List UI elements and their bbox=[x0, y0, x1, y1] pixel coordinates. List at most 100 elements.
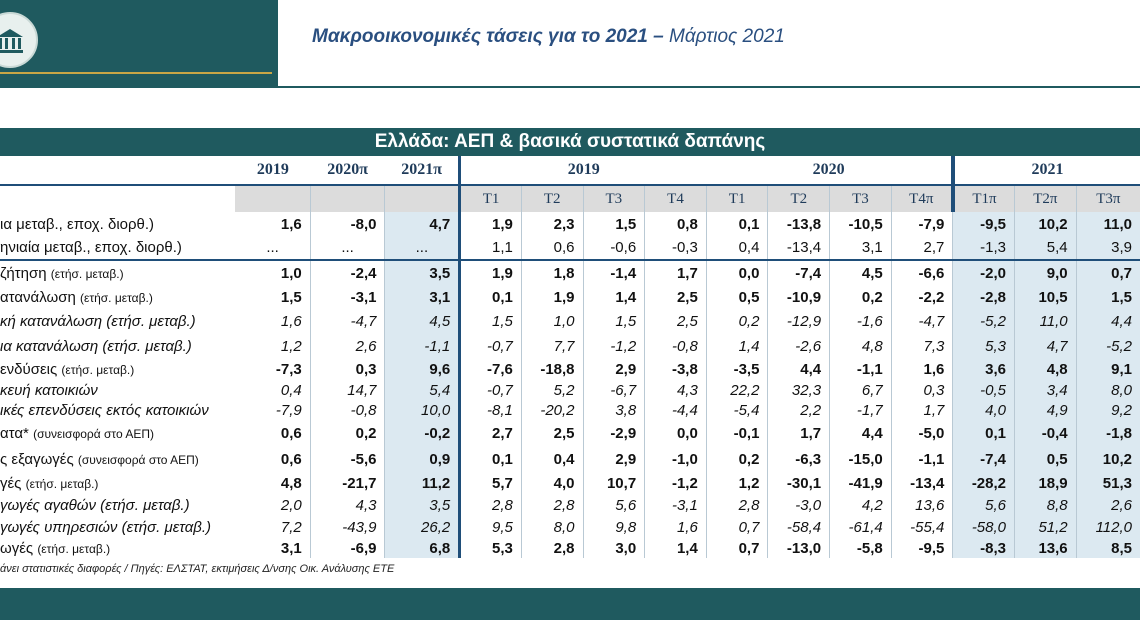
annual-value: 4,8 bbox=[280, 474, 302, 492]
annual-value: ... bbox=[309, 236, 385, 260]
quarter-value: 0,0 bbox=[705, 259, 768, 286]
gdp-table: Ελλάδα: ΑΕΠ & βασικά συστατικά δαπάνης 2… bbox=[0, 128, 1140, 580]
quarter-value: 4,3 bbox=[644, 380, 707, 400]
row-label: κευή κατοικιών bbox=[0, 380, 235, 400]
quarter-value: -2,8 bbox=[952, 286, 1015, 308]
annual-value: 9,6 bbox=[384, 358, 460, 380]
row-label-text: κευή κατοικιών bbox=[0, 381, 98, 399]
quarter-value: -58,4 bbox=[767, 516, 830, 538]
annual-header: 2021π bbox=[384, 156, 460, 186]
quarter-value: 1,7 bbox=[767, 420, 830, 446]
annual-subheader bbox=[309, 185, 385, 212]
quarter-value: 1,0 bbox=[520, 308, 584, 334]
quarter-value: -2,6 bbox=[767, 334, 830, 358]
quarter-value: 2,6 bbox=[1075, 494, 1140, 516]
quarter-value: -9,5 bbox=[952, 212, 1015, 236]
annual-value: 7,2 bbox=[280, 518, 302, 536]
quarter-value: 4,4 bbox=[829, 420, 892, 446]
quarter-value: -0,3 bbox=[644, 236, 707, 260]
quarter-value: 3,6 bbox=[952, 358, 1015, 380]
quarter-value: -5,2 bbox=[952, 308, 1015, 334]
label-header-blank bbox=[0, 156, 236, 186]
quarter-value: -1,1 bbox=[890, 446, 953, 472]
gold-divider bbox=[0, 72, 272, 74]
annual-value: 2,0 bbox=[280, 496, 302, 514]
quarter-value: 2,5 bbox=[644, 286, 707, 308]
quarter-value: 4,9 bbox=[1014, 400, 1077, 420]
report-title: Μακροοικονομικές τάσεις για το 2021 – Μά… bbox=[312, 26, 785, 47]
table-row: ηνιαία μεταβ., εποχ. διορθ.)......... 1,1… bbox=[0, 236, 1140, 260]
annual-value: 0,9 bbox=[384, 446, 460, 472]
annual-value: -7,9 bbox=[275, 401, 302, 419]
row-label: ζήτηση (ετήσ. μεταβ.) bbox=[0, 259, 236, 286]
quarter-value: 0,7 bbox=[705, 516, 768, 538]
quarter-value: 0,4 bbox=[520, 446, 584, 472]
annual-value: 1,0 bbox=[235, 259, 311, 286]
quarter-value: 3,4 bbox=[1014, 380, 1077, 400]
quarter-value: -61,4 bbox=[829, 516, 892, 538]
table-row: γωγές υπηρεσιών (ετήσ. μεταβ.) 7,2 -43,9 26… bbox=[0, 516, 1140, 538]
quarter-value: -5,2 bbox=[1075, 334, 1140, 358]
annual-value: 0,4 bbox=[280, 381, 302, 399]
annual-value: -7,3 bbox=[275, 360, 302, 378]
quarter-value: 1,4 bbox=[644, 538, 707, 558]
quarter-value: -18,8 bbox=[520, 358, 584, 380]
quarter-value: 2,5 bbox=[520, 420, 584, 446]
annual-value: 5,4 bbox=[384, 380, 460, 400]
quarter-header: Τ1π bbox=[950, 185, 1015, 212]
header-band bbox=[0, 0, 278, 88]
annual-value: 11,2 bbox=[384, 472, 460, 494]
quarter-value: 8,8 bbox=[1014, 494, 1077, 516]
quarter-header-row: Τ1 Τ2 Τ3 Τ4 Τ1 Τ2 Τ3 Τ4π Τ1π Τ2π Τ3π bbox=[0, 185, 1140, 212]
table-title-row: Ελλάδα: ΑΕΠ & βασικά συστατικά δαπάνης bbox=[0, 128, 1140, 156]
quarter-value: -55,4 bbox=[890, 516, 953, 538]
quarter-value: -2,9 bbox=[582, 420, 645, 446]
annual-value: 6,8 bbox=[384, 538, 460, 558]
quarter-value: 1,8 bbox=[520, 259, 584, 286]
quarter-value: -7,4 bbox=[767, 259, 830, 286]
quarter-value: -2,0 bbox=[952, 259, 1015, 286]
quarter-value: -2,2 bbox=[890, 286, 953, 308]
annual-value: -4,7 bbox=[309, 308, 385, 334]
annual-value: 3,1 bbox=[280, 539, 302, 557]
annual-value: -3,1 bbox=[309, 286, 385, 308]
row-label: ατανάλωση (ετήσ. μεταβ.) bbox=[0, 286, 235, 308]
quarter-value: -0,1 bbox=[705, 420, 768, 446]
quarter-value: -1,2 bbox=[644, 472, 707, 494]
quarter-value: 1,5 bbox=[582, 308, 645, 334]
quarter-value: -1,0 bbox=[644, 446, 707, 472]
annual-value: 3,1 bbox=[384, 286, 460, 308]
annual-value: 2,6 bbox=[309, 334, 385, 358]
quarter-value: 11,0 bbox=[1014, 308, 1077, 334]
quarter-value: 2,2 bbox=[767, 400, 830, 420]
quarter-value: 4,0 bbox=[520, 472, 584, 494]
row-label: κή κατανάλωση (ετήσ. μεταβ.) bbox=[0, 308, 235, 334]
row-label: ηνιαία μεταβ., εποχ. διορθ.) bbox=[0, 236, 235, 260]
quarter-value: 4,0 bbox=[952, 400, 1015, 420]
quarter-value: -1,2 bbox=[582, 334, 645, 358]
quarter-value: -41,9 bbox=[829, 472, 892, 494]
quarter-value: 5,2 bbox=[520, 380, 584, 400]
quarter-value: 13,6 bbox=[1014, 538, 1077, 558]
quarter-header: Τ2 bbox=[520, 185, 584, 212]
quarter-value: 2,9 bbox=[582, 358, 645, 380]
annual-value: ... bbox=[384, 236, 460, 260]
annual-value: 1,5 bbox=[280, 288, 302, 306]
quarter-value: -3,1 bbox=[644, 494, 707, 516]
table-row: ια μεταβ., εποχ. διορθ.) 1,6 -8,0 4,7 1,9 2,3… bbox=[0, 212, 1140, 236]
annual-value: 1,2 bbox=[280, 337, 302, 355]
quarter-value: 0,0 bbox=[644, 420, 707, 446]
table-body: ια μεταβ., εποχ. διορθ.) 1,6 -8,0 4,7 1,9 2,3… bbox=[0, 212, 1140, 558]
table-row: ζήτηση (ετήσ. μεταβ.) 1,0 -2,4 3,5 1,9 1,8 -1,… bbox=[0, 259, 1140, 286]
annual-header: 2019 bbox=[235, 156, 311, 186]
annual-value: ... bbox=[266, 239, 279, 256]
quarter-value: 1,4 bbox=[705, 334, 768, 358]
row-label: γωγές υπηρεσιών (ετήσ. μεταβ.) bbox=[0, 516, 235, 538]
annual-value: -2,4 bbox=[309, 259, 385, 286]
quarter-header: Τ3 bbox=[582, 185, 645, 212]
row-label-text: ατα* bbox=[0, 424, 29, 442]
row-unit-note: (συνεισφορά στο ΑΕΠ) bbox=[77, 452, 199, 467]
quarter-value: -4,7 bbox=[890, 308, 953, 334]
quarter-value: 1,7 bbox=[644, 259, 707, 286]
row-label: γωγές αγαθών (ετήσ. μεταβ.) bbox=[0, 494, 235, 516]
